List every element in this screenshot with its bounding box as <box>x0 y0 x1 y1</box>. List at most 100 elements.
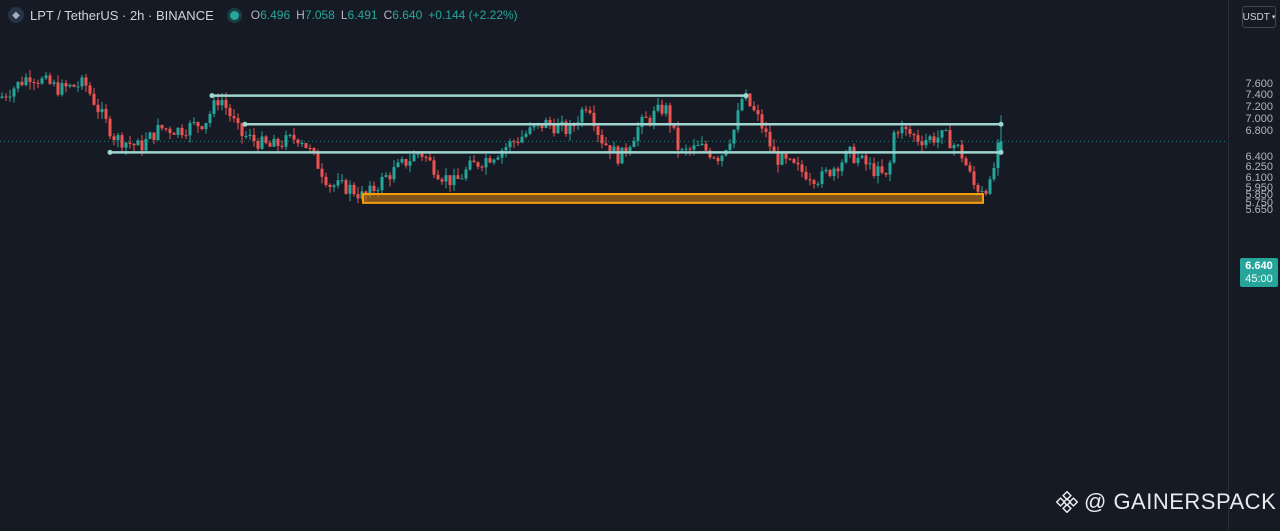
watermark-text: @ GAINERSPACK <box>1084 489 1277 514</box>
candle-body <box>284 135 288 147</box>
last-price-value: 6.640 <box>1245 260 1273 272</box>
candle-body <box>640 116 644 128</box>
candle-body <box>260 136 264 149</box>
candle-body <box>808 179 812 181</box>
candle-body <box>48 75 52 84</box>
candle-body <box>80 77 84 87</box>
candle-body <box>60 83 64 95</box>
level-endpoint <box>998 121 1004 127</box>
candle-body <box>956 144 960 146</box>
price-axis[interactable]: 7.600 7.400 7.200 7.000 6.800 6.400 6.250 6.100… <box>1228 0 1280 531</box>
candle-body <box>468 160 472 170</box>
candle-body <box>276 138 280 146</box>
candle-body <box>768 131 772 147</box>
candle-body <box>800 164 804 172</box>
chevron-down-icon: ▾ <box>1271 14 1276 21</box>
candle-body <box>244 136 248 138</box>
candle-body <box>792 158 796 163</box>
candle-body <box>860 155 864 158</box>
candle-body <box>312 148 316 153</box>
candle-body <box>944 130 948 132</box>
candle-body <box>436 174 440 180</box>
candle-body <box>644 116 648 118</box>
candle-body <box>68 84 72 87</box>
candle-body <box>484 158 488 168</box>
candle-body <box>476 162 480 167</box>
candle-body <box>172 133 176 135</box>
candle-body <box>928 136 932 141</box>
candle-body <box>632 140 636 148</box>
candle-body <box>636 127 640 141</box>
candle-body <box>120 135 124 148</box>
candle-body <box>332 185 336 187</box>
change-value: +0.144 (+2.22%) <box>428 8 518 22</box>
candle-body <box>672 125 676 128</box>
candle-body <box>376 190 380 192</box>
candle-body <box>528 127 532 134</box>
candle-body <box>348 184 352 194</box>
candle-body <box>372 185 376 191</box>
price-tick-label: 7.000 <box>1245 112 1273 125</box>
candle-body <box>504 147 508 151</box>
candle-body <box>892 132 896 163</box>
low-value: 6.491 <box>347 8 378 22</box>
candle-body <box>620 147 624 164</box>
candle-body <box>176 127 180 135</box>
candle-body <box>704 143 708 151</box>
candle-body <box>428 157 432 161</box>
candle-body <box>784 153 788 159</box>
candle-body <box>408 161 412 166</box>
candle-body <box>888 162 892 175</box>
candle-body <box>72 84 76 87</box>
candle-body <box>516 141 520 143</box>
candlestick-chart[interactable] <box>0 0 1228 531</box>
currency-button[interactable]: USDT ▾ <box>1242 6 1276 28</box>
candle-body <box>772 146 776 152</box>
candle-body <box>124 142 128 148</box>
symbol-title[interactable]: LPT / TetherUS · 2h · BINANCE <box>30 7 214 23</box>
candle-body <box>488 158 492 163</box>
candle-body <box>824 169 828 172</box>
candle-body <box>444 175 448 182</box>
candle-body <box>236 118 240 124</box>
candle-body <box>100 108 104 113</box>
candle-body <box>568 125 572 134</box>
candle-body <box>876 166 880 177</box>
candle-body <box>760 114 764 129</box>
candle-body <box>208 113 212 124</box>
candle-body <box>420 153 424 157</box>
candle-body <box>520 136 524 143</box>
candle-body <box>144 138 148 151</box>
bar-countdown: 45:00 <box>1245 273 1273 285</box>
candle-body <box>748 93 752 107</box>
candle-body <box>472 160 476 163</box>
candle-body <box>128 142 132 144</box>
candle-body <box>496 157 500 160</box>
symbol-logo-icon[interactable]: ◆ <box>8 7 24 23</box>
candle-body <box>456 175 460 179</box>
candle-body <box>924 140 928 146</box>
candle-body <box>756 110 760 115</box>
level-endpoint <box>743 93 749 99</box>
candle-body <box>696 145 700 147</box>
price-tick-label: 6.800 <box>1245 125 1273 138</box>
candle-body <box>564 121 568 134</box>
binance-logo-icon <box>1056 491 1078 513</box>
open-value: 6.496 <box>260 8 291 22</box>
candle-body <box>996 142 1000 168</box>
candle-body <box>396 162 400 168</box>
candle-body <box>680 149 684 151</box>
high-label: H <box>296 8 305 22</box>
candle-body <box>776 151 780 165</box>
candle-body <box>140 140 144 151</box>
chart-legend: ◆ LPT / TetherUS · 2h · BINANCE O6.496 H… <box>8 4 518 26</box>
candle-body <box>900 126 904 134</box>
candle-body <box>524 133 528 137</box>
candle-body <box>412 154 416 162</box>
candle-body <box>200 126 204 130</box>
candle-body <box>304 143 308 149</box>
candle-body <box>88 85 92 94</box>
candle-body <box>440 179 444 182</box>
price-tick-label: 5.750 <box>1245 196 1273 209</box>
candle-body <box>148 132 152 139</box>
